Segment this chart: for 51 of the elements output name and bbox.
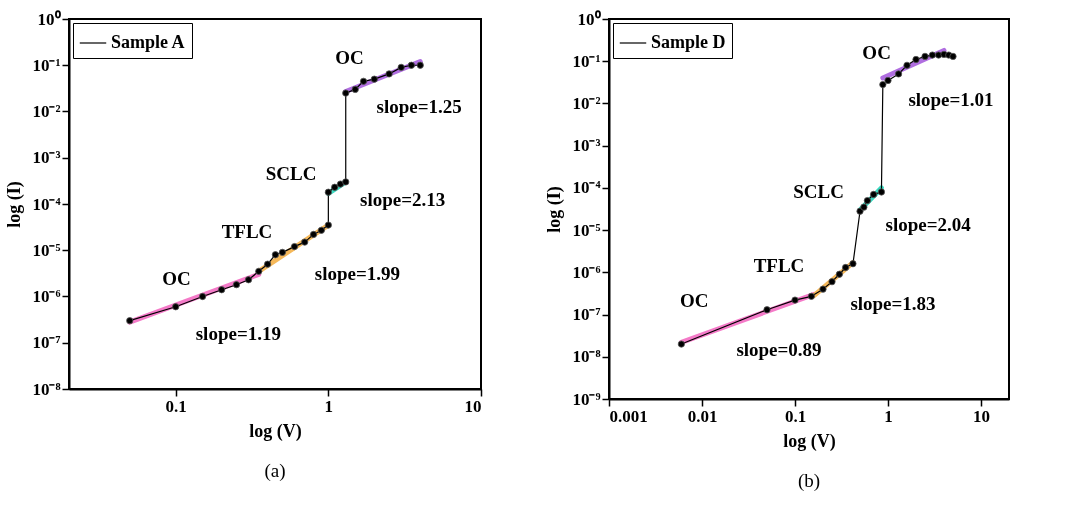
- y-tick-label: 10⁻¹: [572, 51, 601, 71]
- y-tick-label: 10⁻⁹: [572, 389, 601, 409]
- x-tick-label: 1: [324, 396, 334, 416]
- text: (b): [797, 470, 821, 492]
- annotation: slope=1.19: [195, 322, 281, 344]
- annotation: OC: [679, 289, 709, 311]
- annotation: slope=2.04: [885, 213, 972, 235]
- legend-label: Sample A: [111, 32, 185, 52]
- x-axis-title: log (V): [249, 420, 302, 442]
- y-tick-label: 10⁰: [37, 9, 61, 29]
- annotation: slope=0.89: [736, 338, 822, 360]
- annotation: OC: [862, 41, 891, 63]
- x-tick-label: 10: [464, 396, 482, 416]
- annotation: slope=2.13: [360, 188, 446, 210]
- x-tick-label: 0.01: [687, 406, 718, 426]
- y-tick-label: 10⁻¹: [32, 55, 61, 75]
- y-tick-label: 10⁻⁵: [572, 220, 601, 240]
- x-tick-label: 0.1: [784, 406, 807, 426]
- y-tick-label: 10⁰: [577, 9, 601, 29]
- text: (a): [264, 460, 286, 482]
- y-tick-label: 10⁻⁸: [572, 347, 601, 367]
- y-tick-label: 10⁻⁷: [32, 333, 61, 353]
- annotation: slope=1.83: [850, 293, 936, 314]
- annotation: slope=1.01: [908, 89, 994, 111]
- x-axis-title: log (V): [783, 430, 836, 452]
- y-axis-title: log (I): [544, 186, 566, 233]
- y-tick-label: 10⁻³: [32, 148, 61, 168]
- x-tick-label: 1: [884, 406, 893, 426]
- annotation: OC: [335, 46, 364, 68]
- x-tick-label: 0.1: [165, 396, 187, 416]
- legend-label: Sample D: [651, 32, 726, 52]
- y-axis-title: log (I): [4, 181, 26, 228]
- y-tick-label: 10⁻⁸: [32, 379, 61, 399]
- y-tick-label: 10⁻⁴: [572, 178, 601, 198]
- annotation: TFLC: [221, 221, 273, 243]
- annotation: SCLC: [793, 180, 844, 202]
- annotation: SCLC: [265, 163, 317, 185]
- y-tick-label: 10⁻²: [32, 102, 61, 121]
- y-tick-label: 10⁻²: [572, 93, 601, 113]
- annotation: slope=1.99: [314, 263, 401, 285]
- y-tick-label: 10⁻⁵: [32, 240, 61, 260]
- annotation: TFLC: [753, 255, 805, 276]
- y-tick-label: 10⁻³: [572, 136, 601, 156]
- annotation: slope=1.25: [376, 96, 462, 118]
- y-tick-label: 10⁻⁷: [572, 305, 601, 325]
- x-tick-label: 10: [973, 406, 990, 426]
- annotation: OC: [162, 267, 191, 289]
- y-tick-label: 10⁻⁶: [32, 287, 61, 306]
- y-tick-label: 10⁻⁶: [572, 262, 601, 282]
- y-tick-label: 10⁻⁴: [32, 194, 61, 214]
- x-tick-label: 0.001: [609, 406, 648, 426]
